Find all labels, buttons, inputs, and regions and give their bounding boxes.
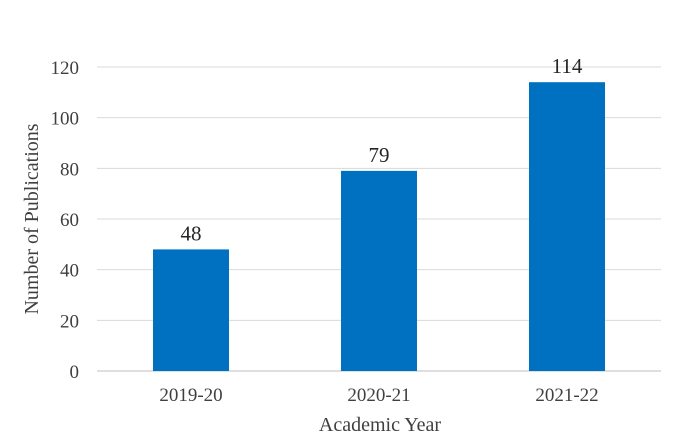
y-tick-label: 120 — [51, 58, 80, 79]
bar — [341, 170, 417, 371]
x-axis-title: Academic Year — [319, 414, 442, 436]
bars — [153, 82, 605, 371]
y-tick-label: 20 — [60, 311, 79, 332]
x-tick-label: 2021-22 — [535, 385, 598, 406]
x-axis-ticks: 2019-20 2020-21 2021-22 — [159, 385, 598, 406]
x-tick-label: 2020-21 — [347, 385, 410, 406]
data-label: 79 — [369, 143, 390, 167]
x-tick-label: 2019-20 — [159, 385, 222, 406]
bar — [529, 82, 605, 371]
y-tick-label: 0 — [70, 362, 80, 383]
y-axis-title: Number of Publications — [21, 123, 43, 314]
y-tick-label: 60 — [60, 210, 79, 231]
bar — [153, 249, 229, 371]
data-labels: 48 79 114 — [181, 54, 583, 245]
y-tick-label: 100 — [51, 109, 80, 130]
data-label: 114 — [552, 54, 583, 78]
y-axis-ticks: 0 20 40 60 80 100 120 — [51, 58, 80, 383]
y-tick-label: 40 — [60, 261, 79, 282]
y-tick-label: 80 — [60, 159, 79, 180]
data-label: 48 — [181, 221, 202, 245]
